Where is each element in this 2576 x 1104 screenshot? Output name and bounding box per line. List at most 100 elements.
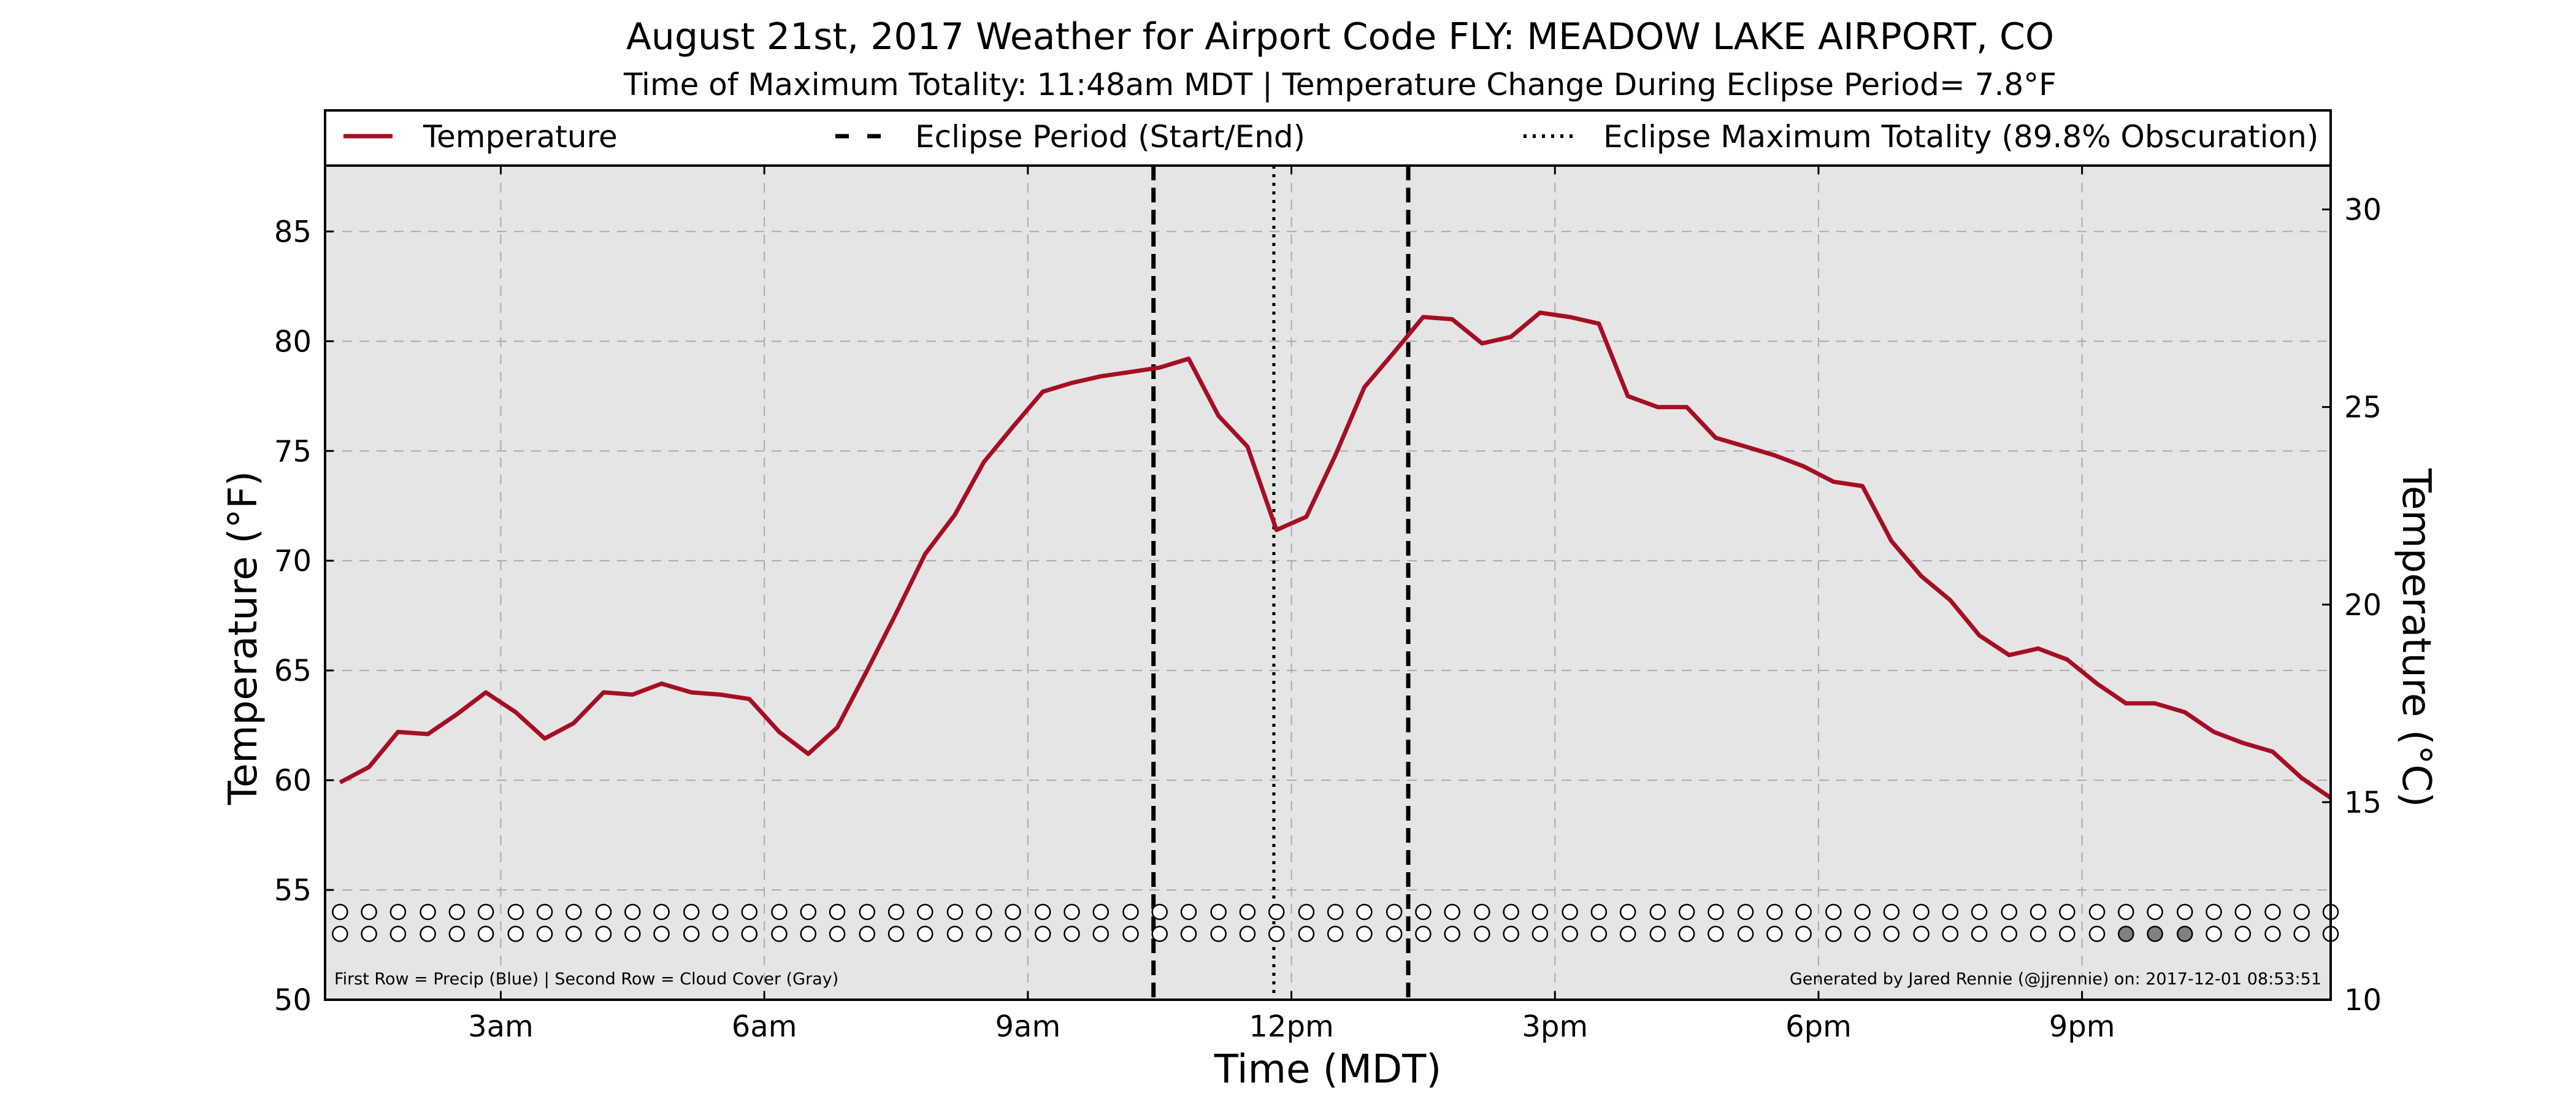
precip-indicator <box>917 903 933 921</box>
legend-label-eclipse-max: Eclipse Maximum Totality (89.8% Obscurat… <box>1603 119 2318 155</box>
cloud-cover-indicator <box>917 926 933 942</box>
cloud-cover-indicator <box>2118 926 2134 942</box>
y-tick-label: 85 <box>274 215 312 249</box>
cloud-cover-indicator <box>1649 926 1666 942</box>
cloud-cover-indicator <box>2206 926 2222 942</box>
cloud-cover-indicator <box>1298 926 1315 942</box>
precip-indicator <box>800 903 817 921</box>
precip-indicator <box>507 903 524 921</box>
cloud-cover-indicator <box>624 926 641 942</box>
precip-indicator <box>1971 903 1988 921</box>
precip-indicator <box>1942 903 1959 921</box>
chart-title: August 21st, 2017 Weather for Airport Co… <box>626 15 2054 58</box>
precip-indicator <box>1531 903 1549 921</box>
cloud-cover-indicator <box>2088 926 2106 942</box>
legend-label-eclipse-period: Eclipse Period (Start/End) <box>915 119 1305 155</box>
precip-indicator <box>1562 903 1578 921</box>
precip-indicator <box>1210 903 1227 921</box>
cloud-cover-indicator <box>1474 926 1490 942</box>
cloud-cover-indicator <box>595 926 612 942</box>
cloud-cover-indicator <box>1825 926 1842 942</box>
plot-background <box>325 166 2331 1000</box>
precip-indicator <box>389 903 407 921</box>
plot-frame <box>324 109 2332 1001</box>
grid-lines <box>325 166 2331 1000</box>
cloud-cover-indicator <box>565 926 582 942</box>
x-tick-label: 6am <box>732 1010 797 1044</box>
cloud-cover-indicator <box>361 926 377 942</box>
cloud-cover-indicator <box>477 926 494 942</box>
precip-indicator <box>1151 903 1168 921</box>
precip-indicator <box>1444 903 1460 921</box>
precip-indicator <box>887 903 905 921</box>
cloud-cover-indicator <box>1092 926 1109 942</box>
cloud-cover-indicator <box>1854 926 1871 942</box>
precip-indicator <box>448 903 466 921</box>
cloud-cover-indicator <box>829 926 846 942</box>
cloud-cover-indicator <box>800 926 817 942</box>
cloud-cover-indicator <box>1619 926 1636 942</box>
cloud-cover-indicator <box>2234 926 2252 942</box>
precip-indicator <box>683 903 700 921</box>
precip-indicator <box>1795 903 1812 921</box>
precip-indicator <box>1590 903 1608 921</box>
cloud-cover-indicator <box>741 926 758 942</box>
cloud-cover-indicator <box>1503 926 1519 942</box>
cloud-cover-indicator <box>2001 926 2018 942</box>
precip-indicator <box>1415 903 1432 921</box>
precip-indicator <box>2118 903 2134 921</box>
precip-indicator <box>1913 903 1930 921</box>
precip-indicator <box>2030 903 2047 921</box>
x-tick-label: 3pm <box>1522 1010 1588 1044</box>
cloud-cover-indicator <box>1942 926 1959 942</box>
precip-indicator <box>1678 903 1695 921</box>
precip-indicator <box>1268 903 1285 921</box>
cloud-cover-indicator <box>1766 926 1783 942</box>
precip-indicator <box>1356 903 1373 921</box>
cloud-cover-indicator <box>1678 926 1695 942</box>
cloud-cover-indicator <box>1151 926 1168 942</box>
precip-indicator <box>2206 903 2222 921</box>
precip-indicator <box>1122 903 1139 921</box>
precip-indicator <box>653 903 670 921</box>
precip-indicator <box>536 903 553 921</box>
temperature-line <box>339 310 2332 800</box>
precip-indicator <box>1737 903 1754 921</box>
precip-indicator <box>2088 903 2106 921</box>
y-tick-label: 80 <box>274 324 312 359</box>
precip-indicator <box>946 903 964 921</box>
cloud-cover-indicator <box>1122 926 1139 942</box>
y-tick-label-right: 15 <box>2344 786 2382 820</box>
cloud-cover-indicator <box>332 926 348 942</box>
y-tick-label-right: 30 <box>2344 193 2382 228</box>
precip-indicator <box>2059 903 2076 921</box>
cloud-cover-indicator <box>946 926 964 942</box>
cloud-cover-indicator <box>1737 926 1754 942</box>
chart-subtitle: Time of Maximum Totality: 11:48am MDT | … <box>623 67 2057 102</box>
cloud-cover-indicator <box>389 926 407 942</box>
precip-indicator <box>1474 903 1490 921</box>
precip-indicator <box>1503 903 1519 921</box>
precip-indicator <box>332 903 348 921</box>
cloud-cover-indicator <box>1268 926 1285 942</box>
cloud-cover-indicator <box>1795 926 1812 942</box>
cloud-cover-indicator <box>536 926 553 942</box>
precip-indicator <box>859 903 875 921</box>
cloud-cover-indicator <box>1971 926 1988 942</box>
cloud-cover-indicator <box>420 926 436 942</box>
x-axis-ticks: 3am 6am 9am 12pm 3pm 6pm 9pm <box>468 166 2115 1044</box>
precip-indicator <box>1327 903 1344 921</box>
precip-indicator <box>1239 903 1256 921</box>
precip-indicator <box>712 903 729 921</box>
indicator-caption: First Row = Precip (Blue) | Second Row =… <box>334 970 838 989</box>
precip-indicator <box>361 903 377 921</box>
y-axis-label-right: Temperature (°C) <box>2393 468 2439 807</box>
indicator-rows <box>332 903 2339 942</box>
precip-indicator <box>565 903 582 921</box>
cloud-cover-indicator <box>653 926 670 942</box>
x-axis-label: Time (MDT) <box>1214 1047 1442 1092</box>
precip-indicator <box>2176 903 2193 921</box>
y-tick-label-right: 10 <box>2344 983 2382 1018</box>
precip-indicator <box>1649 903 1666 921</box>
